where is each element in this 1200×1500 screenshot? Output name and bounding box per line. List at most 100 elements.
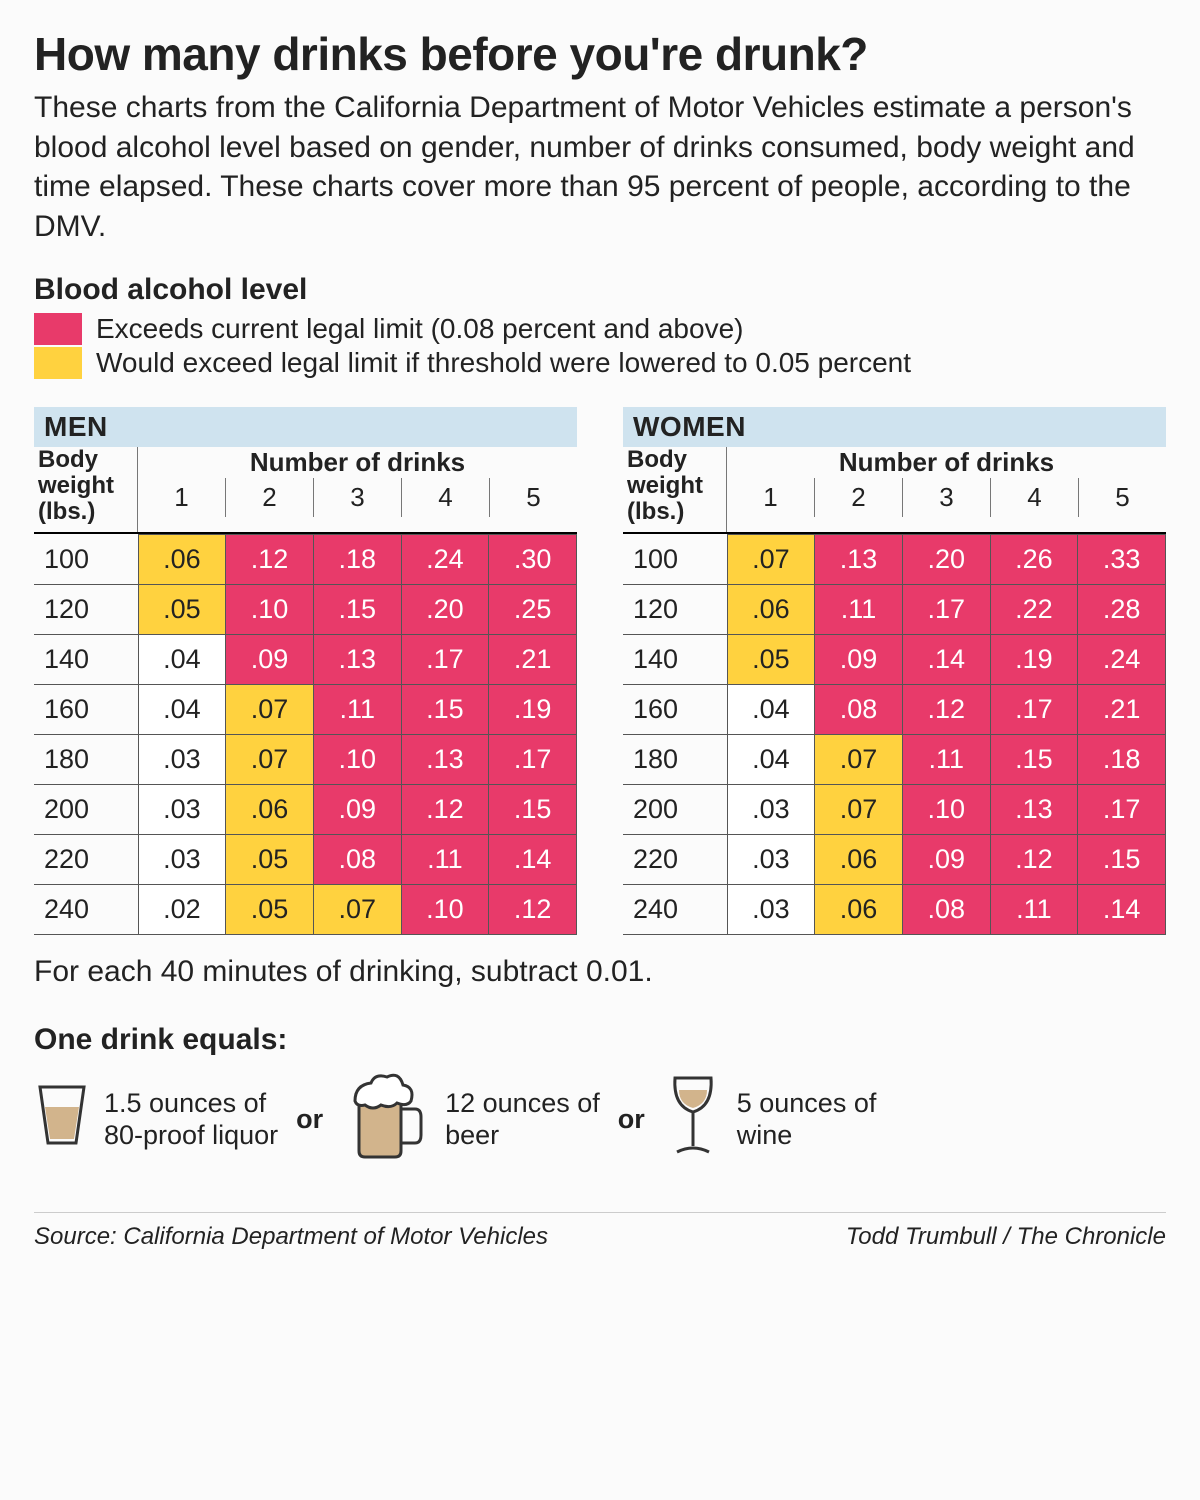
bac-cell: .04 xyxy=(138,684,226,734)
bac-cell: .09 xyxy=(815,634,903,684)
bac-cell: .22 xyxy=(990,584,1078,634)
table-row: 160.04.07.11.15.19 xyxy=(34,684,577,734)
drink-equivalence-title: One drink equals: xyxy=(34,1023,1166,1057)
bac-cell: .04 xyxy=(727,734,815,784)
column-header: 5 xyxy=(1078,478,1166,517)
legend-item: Exceeds current legal limit (0.08 percen… xyxy=(34,313,1166,345)
bac-cell: .12 xyxy=(401,784,489,834)
row-weight: 240 xyxy=(623,884,727,934)
bac-cell: .09 xyxy=(902,834,990,884)
row-weight: 100 xyxy=(34,534,138,584)
or-separator: or xyxy=(296,1104,323,1135)
bac-cell: .08 xyxy=(902,884,990,934)
drink-item-label: 12 ounces ofbeer xyxy=(445,1087,600,1152)
bac-cell: .07 xyxy=(815,784,903,834)
table-row: 220.03.05.08.11.14 xyxy=(34,834,577,884)
bac-cell: .20 xyxy=(902,534,990,584)
legend-swatch xyxy=(34,347,82,379)
bac-cell: .15 xyxy=(990,734,1078,784)
drink-item-label: 5 ounces ofwine xyxy=(737,1087,877,1152)
legend-label: Would exceed legal limit if threshold we… xyxy=(96,347,911,379)
body-weight-label: Body weight (lbs.) xyxy=(34,447,138,532)
bac-cell: .04 xyxy=(138,634,226,684)
row-weight: 120 xyxy=(34,584,138,634)
column-header: 4 xyxy=(401,478,489,517)
bac-cell: .07 xyxy=(815,734,903,784)
bac-cell: .03 xyxy=(727,884,815,934)
bac-cell: .03 xyxy=(727,784,815,834)
bac-cell: .08 xyxy=(313,834,401,884)
bac-cell: .17 xyxy=(489,734,577,784)
bac-cell: .11 xyxy=(902,734,990,784)
row-weight: 240 xyxy=(34,884,138,934)
legend-label: Exceeds current legal limit (0.08 percen… xyxy=(96,313,743,345)
page-title: How many drinks before you're drunk? xyxy=(34,30,1166,78)
bac-cell: .18 xyxy=(313,534,401,584)
bac-cell: .06 xyxy=(138,534,226,584)
column-header: 4 xyxy=(990,478,1078,517)
bac-cell: .33 xyxy=(1078,534,1166,584)
bac-cell: .07 xyxy=(226,684,314,734)
table-row: 100.07.13.20.26.33 xyxy=(623,534,1166,584)
body-weight-label: Body weight (lbs.) xyxy=(623,447,727,532)
column-header: 2 xyxy=(225,478,313,517)
beer-icon xyxy=(341,1071,431,1168)
bac-cell: .24 xyxy=(1078,634,1166,684)
bac-cell: .09 xyxy=(226,634,314,684)
bac-cell: .11 xyxy=(401,834,489,884)
bac-cell: .12 xyxy=(489,884,577,934)
table-title: MEN xyxy=(34,407,577,447)
table-row: 120.06.11.17.22.28 xyxy=(623,584,1166,634)
bac-cell: .06 xyxy=(815,884,903,934)
column-header: 3 xyxy=(313,478,401,517)
legend-swatch xyxy=(34,313,82,345)
bac-cell: .07 xyxy=(226,734,314,784)
drink-item: 5 ounces ofwine xyxy=(663,1072,877,1167)
bac-cell: .24 xyxy=(401,534,489,584)
bac-cell: .06 xyxy=(727,584,815,634)
table-row: 120.05.10.15.20.25 xyxy=(34,584,577,634)
drink-item: 12 ounces ofbeer xyxy=(341,1071,600,1168)
column-header: 3 xyxy=(902,478,990,517)
table-title: WOMEN xyxy=(623,407,1166,447)
table-men: MENBody weight (lbs.)Number of drinks123… xyxy=(34,407,577,935)
or-separator: or xyxy=(618,1104,645,1135)
bac-cell: .14 xyxy=(489,834,577,884)
bac-cell: .17 xyxy=(990,684,1078,734)
drinks-columns-label: Number of drinks xyxy=(138,447,577,478)
bac-cell: .03 xyxy=(727,834,815,884)
bac-cell: .11 xyxy=(313,684,401,734)
bac-cell: .18 xyxy=(1078,734,1166,784)
bac-cell: .13 xyxy=(990,784,1078,834)
bac-cell: .30 xyxy=(489,534,577,584)
bac-cell: .17 xyxy=(401,634,489,684)
bac-cell: .05 xyxy=(727,634,815,684)
bac-cell: .10 xyxy=(902,784,990,834)
bac-cell: .15 xyxy=(401,684,489,734)
bac-cell: .13 xyxy=(815,534,903,584)
shot-icon xyxy=(34,1083,90,1156)
table-row: 140.05.09.14.19.24 xyxy=(623,634,1166,684)
table-row: 220.03.06.09.12.15 xyxy=(623,834,1166,884)
row-weight: 200 xyxy=(34,784,138,834)
drink-item: 1.5 ounces of80-proof liquor xyxy=(34,1083,278,1156)
bac-cell: .10 xyxy=(401,884,489,934)
row-weight: 140 xyxy=(34,634,138,684)
bac-cell: .10 xyxy=(226,584,314,634)
bac-cell: .12 xyxy=(226,534,314,584)
row-weight: 180 xyxy=(623,734,727,784)
bac-cell: .03 xyxy=(138,734,226,784)
bac-cell: .21 xyxy=(489,634,577,684)
table-row: 100.06.12.18.24.30 xyxy=(34,534,577,584)
row-weight: 160 xyxy=(34,684,138,734)
bac-cell: .03 xyxy=(138,784,226,834)
bac-cell: .17 xyxy=(1078,784,1166,834)
drink-equivalence-row: 1.5 ounces of80-proof liquor or 12 ounces … xyxy=(34,1071,1166,1168)
bac-cell: .25 xyxy=(489,584,577,634)
source-line: Source: California Department of Motor V… xyxy=(34,1223,548,1251)
row-weight: 100 xyxy=(623,534,727,584)
bac-cell: .10 xyxy=(313,734,401,784)
bac-cell: .20 xyxy=(401,584,489,634)
row-weight: 220 xyxy=(34,834,138,884)
row-weight: 180 xyxy=(34,734,138,784)
